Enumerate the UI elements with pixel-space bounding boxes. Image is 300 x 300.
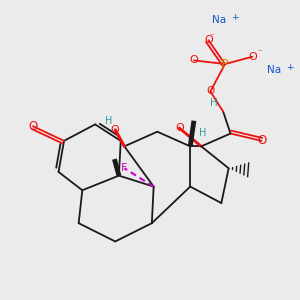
Text: O: O bbox=[257, 134, 266, 147]
Text: O: O bbox=[111, 125, 120, 135]
Text: H: H bbox=[210, 98, 218, 108]
Text: H: H bbox=[105, 116, 112, 127]
Text: O: O bbox=[248, 52, 257, 62]
Text: Na: Na bbox=[267, 64, 281, 74]
Text: O: O bbox=[190, 56, 198, 65]
Text: ⁻: ⁻ bbox=[258, 49, 262, 58]
Text: O: O bbox=[175, 123, 184, 133]
Text: H: H bbox=[199, 128, 206, 138]
Text: +: + bbox=[286, 63, 294, 72]
Text: Na: Na bbox=[212, 15, 226, 25]
Text: ⁻: ⁻ bbox=[209, 33, 214, 42]
Text: O: O bbox=[204, 35, 213, 45]
Text: O: O bbox=[28, 120, 38, 133]
Text: +: + bbox=[231, 13, 239, 22]
Text: O: O bbox=[206, 86, 214, 97]
Text: P: P bbox=[221, 58, 229, 70]
Text: F: F bbox=[121, 163, 127, 173]
